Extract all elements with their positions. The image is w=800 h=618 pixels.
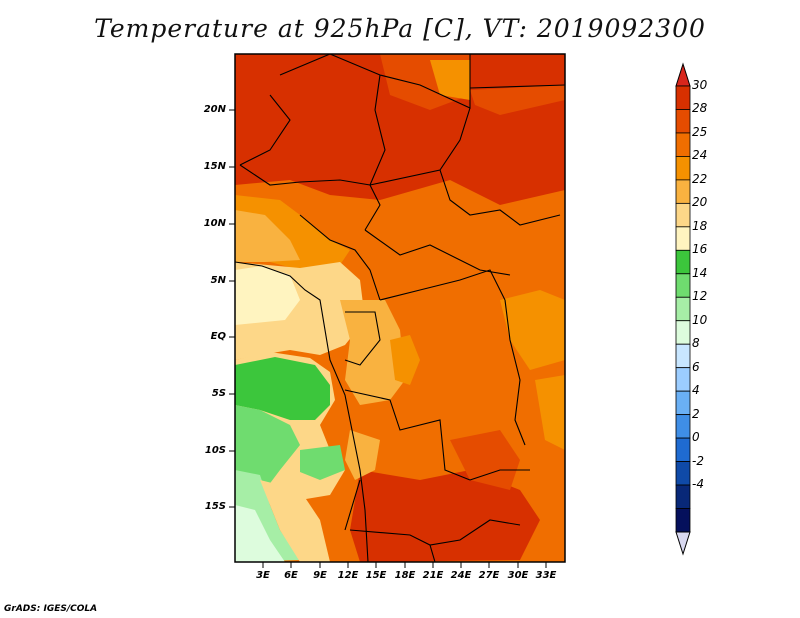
lon-label-3e: 3E bbox=[256, 570, 270, 581]
colorbar-segment bbox=[675, 390, 691, 416]
colorbar-label: 30 bbox=[692, 78, 708, 92]
colorbar-label: 12 bbox=[692, 289, 708, 304]
lon-label-21e: 21E bbox=[422, 570, 444, 581]
lat-label-15s: 15S bbox=[204, 501, 226, 512]
colorbar-segment bbox=[675, 109, 691, 134]
colorbar-segment bbox=[675, 179, 691, 204]
country-borders bbox=[239, 54, 565, 562]
lon-label-24e: 24E bbox=[450, 570, 472, 581]
colorbar bbox=[675, 62, 691, 556]
colorbar-label: 25 bbox=[692, 124, 708, 139]
colorbar-label: 4 bbox=[692, 383, 700, 398]
lon-label-6e: 6E bbox=[284, 570, 298, 581]
colorbar-label: 28 bbox=[692, 101, 708, 116]
lon-label-33e: 33E bbox=[535, 570, 557, 581]
colorbar-label: 6 bbox=[692, 359, 700, 374]
colorbar-label: -2 bbox=[692, 453, 704, 468]
lat-ticks bbox=[229, 109, 235, 508]
colorbar-label: 16 bbox=[692, 242, 708, 257]
colorbar-label: 0 bbox=[692, 430, 700, 445]
colorbar-segment bbox=[675, 132, 691, 157]
map-frame bbox=[234, 53, 566, 563]
colorbar-segment bbox=[675, 273, 691, 298]
colorbar-top-arrow bbox=[675, 62, 691, 87]
colorbar-label: 20 bbox=[692, 195, 708, 210]
colorbar-segment bbox=[675, 249, 691, 275]
lon-label-12e: 12E bbox=[337, 570, 359, 581]
colorbar-segment bbox=[675, 296, 691, 322]
colorbar-label: 10 bbox=[692, 312, 708, 327]
colorbar-segment bbox=[675, 414, 691, 439]
colorbar-label: 2 bbox=[692, 406, 700, 421]
lat-label-eq: EQ bbox=[210, 331, 226, 342]
lon-ticks bbox=[262, 562, 547, 568]
colorbar-segment bbox=[675, 85, 691, 110]
colorbar-label: -4 bbox=[692, 477, 704, 492]
map-title: Temperature at 925hPa [C], VT: 201909230… bbox=[94, 14, 706, 43]
colorbar-label: 22 bbox=[692, 171, 708, 186]
colorbar-label: 14 bbox=[692, 265, 708, 280]
colorbar-label: 24 bbox=[692, 148, 708, 163]
credit-label: GrADS: IGES/COLA bbox=[4, 604, 98, 614]
colorbar-segment bbox=[675, 484, 691, 509]
lon-label-27e: 27E bbox=[478, 570, 500, 581]
lon-label-15e: 15E bbox=[365, 570, 387, 581]
lat-label-5s: 5S bbox=[211, 388, 226, 399]
colorbar-segment bbox=[675, 343, 691, 369]
colorbar-segment bbox=[675, 226, 691, 251]
colorbar-segment bbox=[675, 461, 691, 486]
lon-label-18e: 18E bbox=[394, 570, 416, 581]
colorbar-segment bbox=[675, 367, 691, 392]
coastline bbox=[234, 261, 369, 563]
lat-label-5n: 5N bbox=[210, 275, 226, 286]
colorbar-bottom-arrow bbox=[675, 531, 691, 556]
colorbar-segment bbox=[675, 508, 691, 533]
colorbar-segment bbox=[675, 202, 691, 228]
colorbar-label: 18 bbox=[692, 218, 708, 233]
colorbar-segment bbox=[675, 437, 691, 462]
lon-label-30e: 30E bbox=[507, 570, 529, 581]
lon-label-9e: 9E bbox=[313, 570, 327, 581]
lat-label-10s: 10S bbox=[204, 445, 226, 456]
lat-label-10n: 10N bbox=[203, 218, 226, 229]
colorbar-segment bbox=[675, 320, 691, 345]
temperature-field bbox=[235, 54, 565, 562]
colorbar-label: 8 bbox=[692, 336, 700, 351]
lat-label-15n: 15N bbox=[203, 161, 226, 172]
lat-label-20n: 20N bbox=[203, 104, 226, 115]
colorbar-segment bbox=[675, 156, 691, 181]
